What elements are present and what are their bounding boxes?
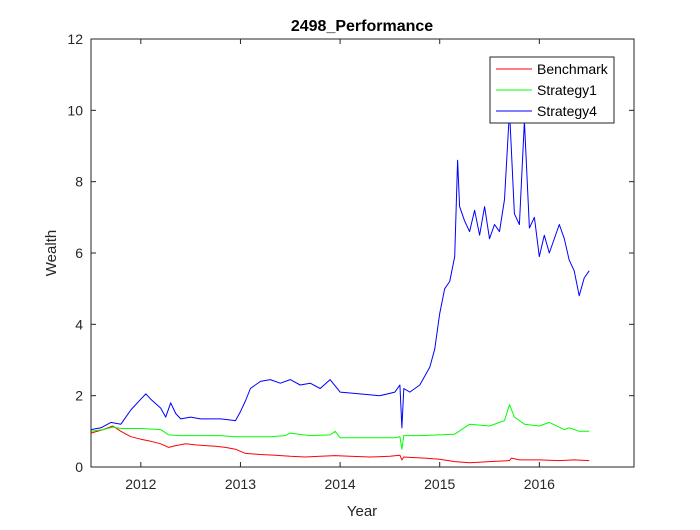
y-tick-label: 8 <box>75 174 83 190</box>
legend-label-strategy4: Strategy4 <box>537 103 597 119</box>
series-layer <box>90 109 590 464</box>
series-line-benchmark <box>90 425 590 464</box>
x-tick-label: 2012 <box>125 476 156 492</box>
x-tick-label: 2015 <box>424 476 455 492</box>
y-tick-label: 12 <box>67 31 83 47</box>
ticks-layer: 2012 2013 2014 2015 2016 0 2 4 6 8 10 12 <box>67 31 634 492</box>
y-axis-label: Wealth <box>43 230 60 276</box>
series-line-strategy4 <box>90 109 590 431</box>
y-tick-label: 4 <box>75 316 83 332</box>
y-tick-label: 0 <box>75 459 83 475</box>
legend-label-strategy1: Strategy1 <box>537 82 597 98</box>
legend: Benchmark Strategy1 Strategy4 <box>489 56 615 124</box>
x-axis-label: Year <box>347 503 377 520</box>
chart-title: 2498_Performance <box>291 18 433 35</box>
x-tick-label: 2014 <box>325 476 356 492</box>
legend-label-benchmark: Benchmark <box>537 61 609 77</box>
y-tick-label: 10 <box>67 102 83 118</box>
series-line-strategy1 <box>90 404 590 450</box>
y-tick-label: 2 <box>75 388 83 404</box>
y-tick-label: 6 <box>75 245 83 261</box>
x-tick-label: 2013 <box>225 476 256 492</box>
x-tick-label: 2016 <box>524 476 555 492</box>
